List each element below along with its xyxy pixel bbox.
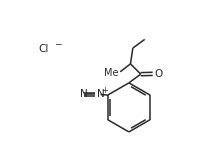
Text: Cl: Cl [39, 44, 49, 54]
Text: −: − [54, 39, 61, 48]
Text: +: + [101, 86, 108, 95]
Text: N: N [80, 89, 88, 99]
Text: N: N [97, 89, 104, 99]
Text: Me: Me [104, 68, 119, 78]
Text: O: O [155, 69, 163, 79]
